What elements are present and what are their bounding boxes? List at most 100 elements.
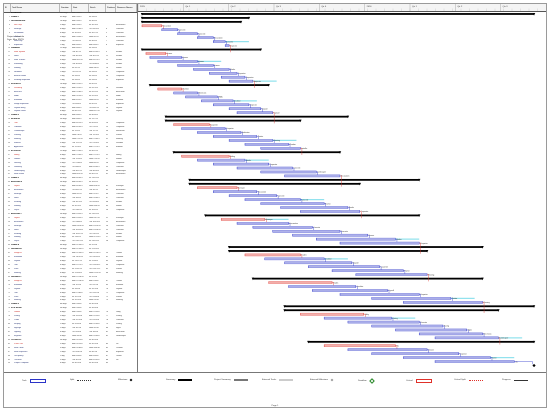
task-row[interactable]: 50 Roofing 4 days Fri 9/25/15 Wed 9/30/15 49 R…: [4, 205, 137, 209]
task-row[interactable]: 38 Gutters 2 days Tue 7/28/15 Wed 7/29/15 37 R…: [4, 158, 137, 162]
task-row[interactable]: 42 Final Grade 3 days Wed 8/19/15 Fri 8/21/1…: [4, 173, 137, 177]
summary-bar[interactable]: [308, 340, 535, 343]
task-row[interactable]: 58 Roofing 4 days Fri 11/6/15 Wed 11/11/15 57…: [4, 236, 137, 240]
task-row[interactable]: 60 PHASE 4 60 days Mon 11/16/15 Fri 2/5/16: [4, 244, 137, 248]
summary-bar[interactable]: [284, 305, 535, 308]
summary-bar[interactable]: [142, 48, 261, 51]
task-row[interactable]: 44 BUILDING B 30 days Mon 8/24/15 Fri 10/2/1…: [4, 181, 137, 185]
task-row[interactable]: 74 Flooring 4 days Fri 1/29/16 Wed 2/3/16 73 F…: [4, 299, 137, 303]
task-row[interactable]: 28 INTERIOR 30 days Mon 6/8/15 Fri 7/17/15: [4, 118, 137, 122]
task-row[interactable]: 7 Backfill 3 days Mon 3/30/15 Wed 4/1/15 6 Exc…: [4, 36, 137, 40]
task-row[interactable]: 81 Signage 2 days Tue 3/1/16 Wed 3/2/16 80 Sig…: [4, 327, 137, 331]
task-row[interactable]: 26 Drywall Finish 4 days Fri 6/12/15 Wed 6/1…: [4, 110, 137, 114]
task-row[interactable]: 40 Driveway 3 days Thu 8/6/15 Mon 8/10/15 39 C…: [4, 166, 137, 170]
task-row[interactable]: 48 Walls 5 days Tue 9/8/15 Mon 9/14/15 47 Conc…: [4, 197, 137, 201]
task-row[interactable]: 65 Trim 4 days Mon 12/7/15 Thu 12/10/15 64 Car…: [4, 264, 137, 268]
task-row[interactable]: 10 FRAMING 25 days Mon 4/6/15 Fri 5/8/15: [4, 47, 137, 51]
task-row[interactable]: 46 Excavation 4 days Thu 8/27/15 Tue 9/1/15 4…: [4, 189, 137, 193]
task-row[interactable]: 36 EXTERIOR 25 days Mon 7/20/15 Fri 8/21/15: [4, 150, 137, 154]
task-row[interactable]: 39 Decking 5 days Thu 7/30/15 Wed 8/5/15 38 Ca…: [4, 162, 137, 166]
column-header-start[interactable]: Start: [72, 4, 89, 12]
task-row[interactable]: 73 Paint 5 days Fri 1/22/16 Thu 1/28/16 72 Pai…: [4, 296, 137, 300]
milestone-diamond[interactable]: [532, 363, 536, 368]
task-row[interactable]: 19 ROUGH-IN 20 days Mon 5/11/15 Fri 6/5/15: [4, 83, 137, 87]
task-row[interactable]: 68 FINISHES C 30 days Mon 12/28/15 Fri 2/5/1…: [4, 276, 137, 280]
task-row[interactable]: 22 HVAC 5 days Mon 5/25/15 Fri 5/29/15 21 HVAC: [4, 95, 137, 99]
task-row[interactable]: 33 Flooring 4 days Wed 7/15/15 Mon 7/20/15 32…: [4, 138, 137, 142]
column-header-resource-names[interactable]: Resource Names: [116, 4, 137, 12]
task-row[interactable]: 17 Exterior Doors 1 day Fri 5/8/15 Fri 5/8/1…: [4, 75, 137, 79]
task-row[interactable]: 41 Landscaping 6 days Tue 8/11/15 Tue 8/18/1…: [4, 170, 137, 174]
task-row[interactable]: 53 Layout 3 days Mon 10/5/15 Wed 10/7/15 51 Su…: [4, 217, 137, 221]
summary-bar[interactable]: [142, 20, 241, 23]
task-row[interactable]: 87 Final Inspection 2 days Thu 3/31/16 Fri 4…: [4, 351, 137, 355]
summary-bar[interactable]: [205, 214, 420, 217]
task-row[interactable]: 1 SCHEDULE 300 days Mon 3/9/15 Fri 4/29/16: [4, 12, 137, 16]
task-row[interactable]: 86 Final Clean 3 days Mon 3/28/16 Wed 3/30/1…: [4, 347, 137, 351]
task-row[interactable]: 85 Punch List 5 days Mon 3/21/16 Fri 3/25/16…: [4, 343, 137, 347]
task-row[interactable]: 88 Occupancy 1 day Mon 4/4/16 Mon 4/4/16 87 Ow…: [4, 355, 137, 359]
task-row[interactable]: 59 Dry-In 2 days Thu 11/12/15 Fri 11/13/15 58…: [4, 240, 137, 244]
task-row[interactable]: 4 Site Prep 5 days Mon 3/9/15 Fri 3/13/15 Exc…: [4, 24, 137, 28]
task-row[interactable]: 3 GROUNDWORK 20 days Mon 3/9/15 Fri 4/3/15: [4, 20, 137, 24]
column-header-id[interactable]: ID: [4, 4, 11, 12]
column-header-duration[interactable]: Duration: [60, 4, 72, 12]
summary-bar[interactable]: [165, 115, 348, 118]
task-row[interactable]: 30 Cabinets 4 days Mon 6/29/15 Thu 7/2/15 29 C…: [4, 126, 137, 130]
summary-bar[interactable]: [149, 84, 269, 86]
task-row[interactable]: 61 FINISHES B 30 days Mon 11/16/15 Fri 12/25…: [4, 248, 137, 252]
task-row[interactable]: 52 BUILDING C 30 days Mon 10/5/15 Fri 11/13/…: [4, 213, 137, 217]
task-row[interactable]: 14 Sheathing 3 days Tue 4/28/15 Thu 4/30/15 1…: [4, 63, 137, 67]
task-row[interactable]: 35 Appliances 2 days Fri 7/24/15 Mon 7/27/15…: [4, 146, 137, 150]
column-header-predecessors[interactable]: Predecessors: [106, 4, 116, 12]
task-row[interactable]: 69 Rough-In 6 days Mon 12/28/15 Mon 1/4/16 67…: [4, 280, 137, 284]
task-row[interactable]: 6 Foundation 6 days Fri 3/20/15 Fri 3/27/15 5…: [4, 32, 137, 36]
task-row[interactable]: 55 Footings 4 days Wed 10/14/15 Mon 10/19/15…: [4, 225, 137, 229]
summary-bar[interactable]: [189, 182, 360, 185]
task-row[interactable]: 11 Floor System 5 days Tue 4/7/15 Mon 4/13/1…: [4, 51, 137, 55]
summary-bar[interactable]: [165, 119, 301, 122]
task-row[interactable]: 29 Trim 5 days Mon 6/22/15 Fri 6/26/15 26 Carp…: [4, 122, 137, 126]
summary-bar[interactable]: [142, 17, 249, 19]
task-row[interactable]: 54 Excavation 4 days Thu 10/8/15 Tue 10/13/1…: [4, 221, 137, 225]
task-row[interactable]: 63 Insulation 3 days Tue 11/24/15 Thu 11/26/…: [4, 256, 137, 260]
task-row[interactable]: 9 Inspection 1 day Mon 4/6/15 Mon 4/6/15 8 Ins…: [4, 44, 137, 48]
task-row[interactable]: 83 Irrigation 4 days Wed 3/9/16 Mon 3/14/16 8…: [4, 335, 137, 339]
task-row[interactable]: 13 Roof Trusses 4 days Wed 4/22/15 Mon 4/27/…: [4, 59, 137, 63]
summary-bar[interactable]: [189, 178, 420, 181]
task-row[interactable]: 27 PHASE 2 60 days Mon 6/8/15 Fri 8/28/15: [4, 114, 137, 118]
task-row[interactable]: 66 Paint 5 days Fri 12/11/15 Thu 12/17/15 65 P…: [4, 268, 137, 272]
task-row[interactable]: 84 CLOSEOUT 30 days Mon 3/21/16 Fri 4/29/16: [4, 339, 137, 343]
summary-bar[interactable]: [229, 250, 428, 252]
task-row[interactable]: 34 Fixtures 3 days Tue 7/21/15 Thu 7/23/15 33…: [4, 142, 137, 146]
task-row[interactable]: 89 Turnover 5 days Tue 4/5/16 Mon 4/11/16 88 G…: [4, 359, 137, 363]
task-row[interactable]: 31 Countertops 3 days Fri 7/3/15 Tue 7/7/15 3…: [4, 130, 137, 134]
task-row[interactable]: 20 Plumbing 5 days Mon 5/11/15 Fri 5/15/15 18…: [4, 87, 137, 91]
task-row[interactable]: 49 Framing 8 days Tue 9/15/15 Thu 9/24/15 48 F…: [4, 201, 137, 205]
task-row[interactable]: 12 Walls 6 days Tue 4/14/15 Tue 4/21/15 11 Fra…: [4, 55, 137, 59]
task-row[interactable]: 51 Dry-In 2 days Thu 10/1/15 Fri 10/2/15 50 Ca…: [4, 209, 137, 213]
task-row[interactable]: 76 SITE WORK 30 days Mon 2/8/16 Fri 3/18/16: [4, 307, 137, 311]
summary-bar[interactable]: [284, 309, 499, 312]
task-row[interactable]: 15 Roofing 4 days Fri 5/1/15 Wed 5/6/15 14 Roo…: [4, 67, 137, 71]
task-row[interactable]: 23 Insulation 3 days Mon 6/1/15 Wed 6/3/15 22…: [4, 99, 137, 103]
task-row[interactable]: 79 Curbs 3 days Tue 2/23/16 Thu 2/25/16 78 Con…: [4, 319, 137, 323]
column-header-finish[interactable]: Finish: [89, 4, 106, 12]
task-row[interactable]: 5 Footings 4 days Mon 3/16/15 Thu 3/19/15 4 Co…: [4, 28, 137, 32]
task-row[interactable]: 80 Striping 2 days Fri 2/26/16 Mon 2/29/16 79…: [4, 323, 137, 327]
task-row[interactable]: 57 Framing 8 days Tue 10/27/15 Thu 11/5/15 56…: [4, 233, 137, 237]
task-row[interactable]: 56 Walls 5 days Tue 10/20/15 Mon 10/26/15 55 C…: [4, 229, 137, 233]
task-row[interactable]: 2 PHASE 1 45 days Mon 3/9/15 Fri 5/8/15: [4, 16, 137, 20]
task-row[interactable]: 71 Drywall 6 days Fri 1/8/16 Fri 1/15/16 70 Dr…: [4, 288, 137, 292]
summary-bar[interactable]: [229, 246, 483, 248]
summary-bar[interactable]: [252, 277, 483, 280]
summary-bar[interactable]: [173, 151, 340, 154]
task-row[interactable]: 72 Trim 4 days Mon 1/18/16 Thu 1/21/16 71 Carp…: [4, 292, 137, 296]
task-row[interactable]: 25 Drywall Hang 4 days Mon 6/8/15 Thu 6/11/1…: [4, 107, 137, 111]
column-header-task-name[interactable]: Task Name: [11, 4, 60, 12]
task-row[interactable]: 62 Rough-In 6 days Mon 11/16/15 Mon 11/23/15…: [4, 252, 137, 256]
task-row[interactable]: 90 Project Complete 0 days Fri 4/29/16 Fri 4…: [4, 362, 137, 366]
task-row[interactable]: 8 Slab Prep 2 days Thu 4/2/15 Fri 4/3/15 7 Con…: [4, 40, 137, 44]
task-row[interactable]: 47 Footings 4 days Wed 9/2/15 Mon 9/7/15 46 Co…: [4, 193, 137, 197]
task-row[interactable]: 67 Flooring 4 days Fri 12/18/15 Wed 12/23/15…: [4, 272, 137, 276]
